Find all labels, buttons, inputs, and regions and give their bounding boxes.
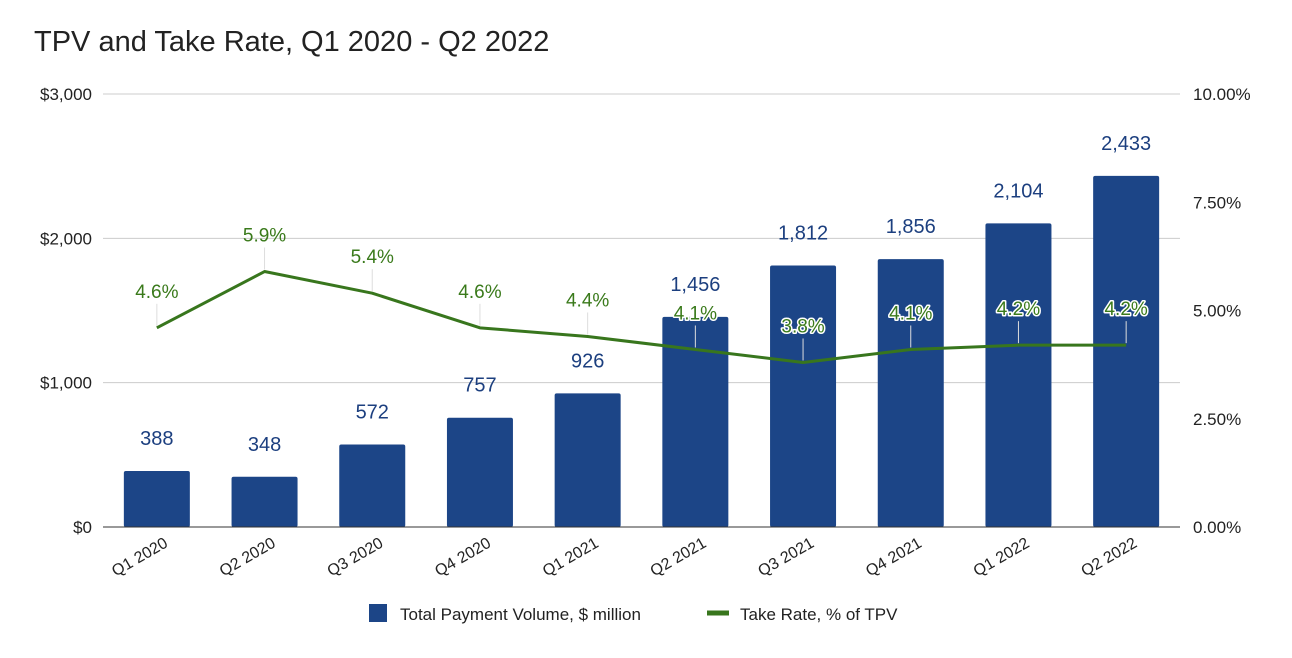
bar	[662, 316, 729, 527]
y-right-tick-label: 5.00%	[1193, 302, 1241, 321]
line-value-label: 4.1%	[674, 303, 717, 324]
line-value-label: 4.4%	[566, 290, 609, 311]
x-tick-label: Q1 2021	[540, 535, 602, 580]
bar-value-label: 2,104	[993, 180, 1043, 202]
y-left-tick-label: $2,000	[40, 229, 92, 248]
bar	[123, 470, 190, 527]
line-value-label: 4.1%	[889, 303, 932, 324]
line-value-label: 5.9%	[243, 226, 286, 247]
bar-value-label: 1,856	[886, 216, 936, 238]
y-right-tick-label: 0.00%	[1193, 518, 1241, 537]
chart-title: TPV and Take Rate, Q1 2020 - Q2 2022	[34, 26, 550, 58]
bar	[877, 259, 944, 527]
bar	[1093, 175, 1160, 527]
legend-swatch-tpv	[369, 604, 387, 622]
y-right-tick-label: 2.50%	[1193, 410, 1241, 429]
bar-value-label: 572	[356, 401, 389, 423]
bar-value-label: 348	[248, 434, 281, 456]
bar	[231, 476, 298, 527]
line-value-label: 3.8%	[781, 316, 824, 337]
x-tick-label: Q3 2020	[325, 535, 387, 580]
legend-label-tpv: Total Payment Volume, $ million	[400, 605, 641, 624]
line-value-label: 4.2%	[997, 299, 1040, 320]
take-rate-line	[156, 270, 1127, 364]
y-left-tick-label: $0	[73, 518, 92, 537]
x-tick-label: Q2 2022	[1078, 535, 1140, 580]
x-tick-label: Q4 2021	[863, 535, 925, 580]
line-value-label: 5.4%	[351, 247, 394, 268]
bar-value-label: 2,433	[1101, 133, 1151, 155]
bar	[339, 444, 406, 527]
x-tick-label: Q2 2021	[648, 535, 710, 580]
bar-value-label: 388	[140, 428, 173, 450]
x-tick-label: Q1 2020	[109, 535, 171, 580]
x-tick-label: Q1 2022	[971, 535, 1033, 580]
line-value-label: 4.2%	[1104, 299, 1147, 320]
x-tick-label: Q2 2020	[217, 535, 279, 580]
bar-value-label: 926	[571, 350, 604, 372]
bar	[554, 393, 621, 527]
y-right-tick-label: 7.50%	[1193, 193, 1241, 212]
bar	[985, 223, 1052, 527]
line-value-label: 4.6%	[135, 282, 178, 303]
x-tick-label: Q3 2021	[755, 535, 817, 580]
bar	[770, 265, 837, 527]
bar-value-label: 1,812	[778, 222, 828, 244]
x-tick-label: Q4 2020	[432, 535, 494, 580]
line-value-label: 4.6%	[458, 282, 501, 303]
y-left-tick-label: $3,000	[40, 85, 92, 104]
bar-value-label: 757	[463, 375, 496, 397]
y-right-tick-label: 10.00%	[1193, 85, 1251, 104]
bar-value-label: 1,456	[670, 274, 720, 296]
y-left-tick-label: $1,000	[40, 374, 92, 393]
legend-label-take-rate: Take Rate, % of TPV	[740, 605, 898, 624]
bar	[446, 417, 513, 527]
